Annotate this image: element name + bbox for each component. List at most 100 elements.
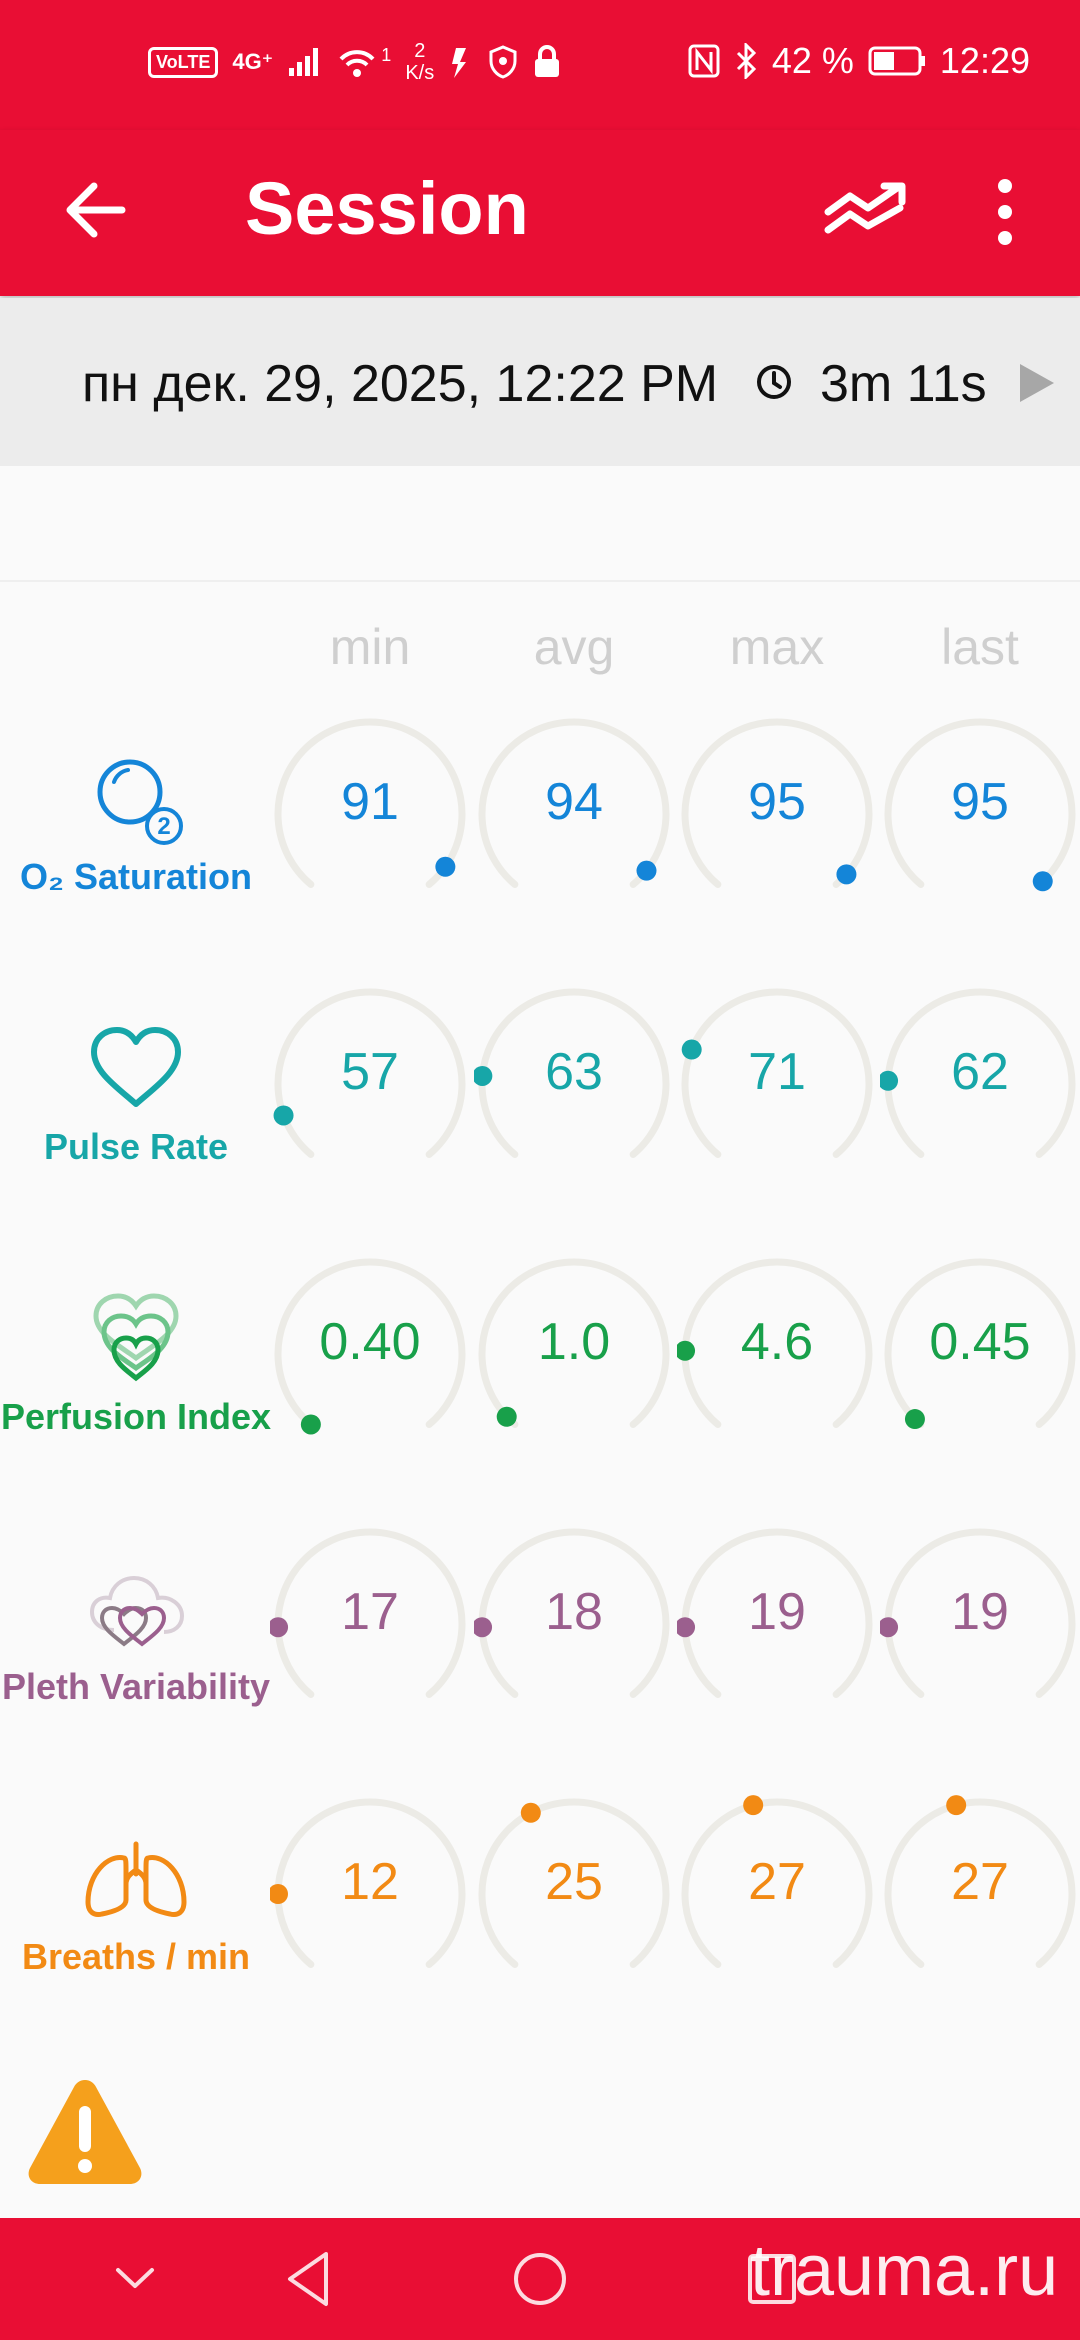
gauge-pleth-avg: 18 xyxy=(474,1524,674,1724)
warning-icon[interactable] xyxy=(24,2074,146,2190)
gauge-value: 25 xyxy=(545,1853,603,1911)
gauge-value: 0.40 xyxy=(319,1313,421,1371)
gauge-track xyxy=(681,718,873,888)
gauge-indicator-dot xyxy=(836,864,857,885)
gauge-pulse-max: 71 xyxy=(677,984,877,1184)
gauge-value: 57 xyxy=(341,1043,399,1101)
gauge-track xyxy=(478,988,670,1158)
watermark: trauma.ru xyxy=(750,2231,1059,2311)
gauge-perfusion-last: 0.45 xyxy=(880,1254,1080,1454)
gauge-value: 27 xyxy=(951,1853,1009,1911)
gauge-value: 0.45 xyxy=(929,1313,1031,1371)
navigation-bar xyxy=(0,2218,1080,2340)
gauge-perfusion-avg: 1.0 xyxy=(474,1254,674,1454)
gauge-value: 19 xyxy=(748,1583,806,1641)
cloud-hearts-icon xyxy=(89,1575,185,1647)
column-header-last: last xyxy=(941,619,1019,675)
clock-time: 12:29 xyxy=(939,40,1030,81)
shield-icon xyxy=(489,45,517,79)
gauge-track xyxy=(884,988,1076,1158)
session-duration: 3m 11s xyxy=(820,355,987,413)
signal-icon xyxy=(289,48,319,76)
play-icon[interactable] xyxy=(1016,360,1056,406)
gauge-track xyxy=(274,1258,466,1428)
gauge-indicator-dot xyxy=(1032,871,1053,892)
gauge-track xyxy=(884,718,1076,888)
gauge-value: 95 xyxy=(748,773,806,831)
o2-bubble-icon: 2 xyxy=(97,759,183,845)
gauge-value: 62 xyxy=(951,1043,1009,1101)
gauge-indicator-dot xyxy=(435,856,456,877)
gauge-value: 18 xyxy=(545,1583,603,1641)
gauge-value: 27 xyxy=(748,1853,806,1911)
gauge-breaths-min: 12 xyxy=(270,1794,470,1994)
gauge-indicator-dot xyxy=(520,1802,541,1823)
gauge-pleth-min: 17 xyxy=(270,1524,470,1724)
gauge-breaths-max: 27 xyxy=(677,1794,877,1994)
gauge-track xyxy=(274,718,466,888)
gauge-track xyxy=(274,988,466,1158)
session-info-bar: пн дек. 29, 2025, 12:22 PM 3m 11s xyxy=(0,298,1080,466)
gauge-value: 4.6 xyxy=(740,1313,814,1371)
gauge-track xyxy=(478,718,670,888)
wifi-icon xyxy=(339,50,375,77)
gauge-track xyxy=(681,1798,873,1968)
more-vert-icon[interactable] xyxy=(985,172,1025,252)
metric-label-perfusion: Perfusion Index xyxy=(0,1396,272,1437)
nav-recents-icon[interactable] xyxy=(744,2244,800,2314)
gauge-indicator-dot xyxy=(270,1617,289,1638)
gauge-o2-last: 95 xyxy=(880,714,1080,914)
svg-text:2: 2 xyxy=(157,813,170,840)
gauge-track xyxy=(478,1258,670,1428)
gauge-indicator-dot xyxy=(474,1065,493,1086)
gauge-indicator-dot xyxy=(880,1617,899,1638)
wifi-number: 1 xyxy=(381,44,392,65)
column-header-avg: avg xyxy=(533,619,615,675)
timer-icon xyxy=(757,365,791,399)
metric-label-pleth: Pleth Variability xyxy=(1,1666,271,1707)
net-speed: 2 K/s xyxy=(405,40,435,84)
gauge-perfusion-min: 0.40 xyxy=(270,1254,470,1454)
trend-chart-icon[interactable] xyxy=(822,172,912,252)
heart-icon xyxy=(91,1027,181,1107)
column-header-min: min xyxy=(329,619,411,675)
gauge-breaths-avg: 25 xyxy=(474,1794,674,1994)
column-header-max: max xyxy=(729,619,825,675)
gauge-indicator-dot xyxy=(300,1414,321,1435)
back-arrow-icon[interactable] xyxy=(60,170,140,250)
gauge-o2-min: 91 xyxy=(270,714,470,914)
nav-hide-chevron-icon[interactable] xyxy=(110,2244,160,2314)
nav-back-icon[interactable] xyxy=(282,2244,336,2314)
nav-home-icon[interactable] xyxy=(510,2244,570,2314)
nfc-icon xyxy=(688,44,720,78)
gauge-indicator-dot xyxy=(636,860,657,881)
gauge-value: 63 xyxy=(545,1043,603,1101)
bluetooth-icon xyxy=(736,43,756,79)
battery-percent: 42 % xyxy=(771,40,854,81)
volte-indicator: VoLTE xyxy=(148,46,219,78)
gauge-track xyxy=(681,1258,873,1428)
gauge-indicator-dot xyxy=(677,1340,696,1361)
gauge-value: 95 xyxy=(951,773,1009,831)
gauge-indicator-dot xyxy=(273,1105,294,1126)
gauge-o2-max: 95 xyxy=(677,714,877,914)
session-date: пн дек. 29, 2025, 12:22 PM xyxy=(82,355,719,413)
gauge-indicator-dot xyxy=(474,1617,493,1638)
gauge-pulse-last: 62 xyxy=(880,984,1080,1184)
gauge-indicator-dot xyxy=(904,1409,925,1430)
gauge-value: 71 xyxy=(748,1043,806,1101)
metric-label-breaths: Breaths / min xyxy=(21,1936,251,1977)
battery-icon xyxy=(868,46,925,76)
lock-icon xyxy=(535,45,560,77)
gauge-pulse-avg: 63 xyxy=(474,984,674,1184)
layered-hearts-icon xyxy=(93,1293,179,1382)
gauge-track xyxy=(884,1798,1076,1968)
gauge-value: 12 xyxy=(341,1853,399,1911)
page-title: Session xyxy=(245,167,529,250)
gauge-pulse-min: 57 xyxy=(270,984,470,1184)
lungs-icon xyxy=(85,1841,187,1917)
gauge-track xyxy=(884,1258,1076,1428)
gauge-value: 1.0 xyxy=(537,1313,611,1371)
gauge-value: 91 xyxy=(341,773,399,831)
gauge-track xyxy=(681,988,873,1158)
